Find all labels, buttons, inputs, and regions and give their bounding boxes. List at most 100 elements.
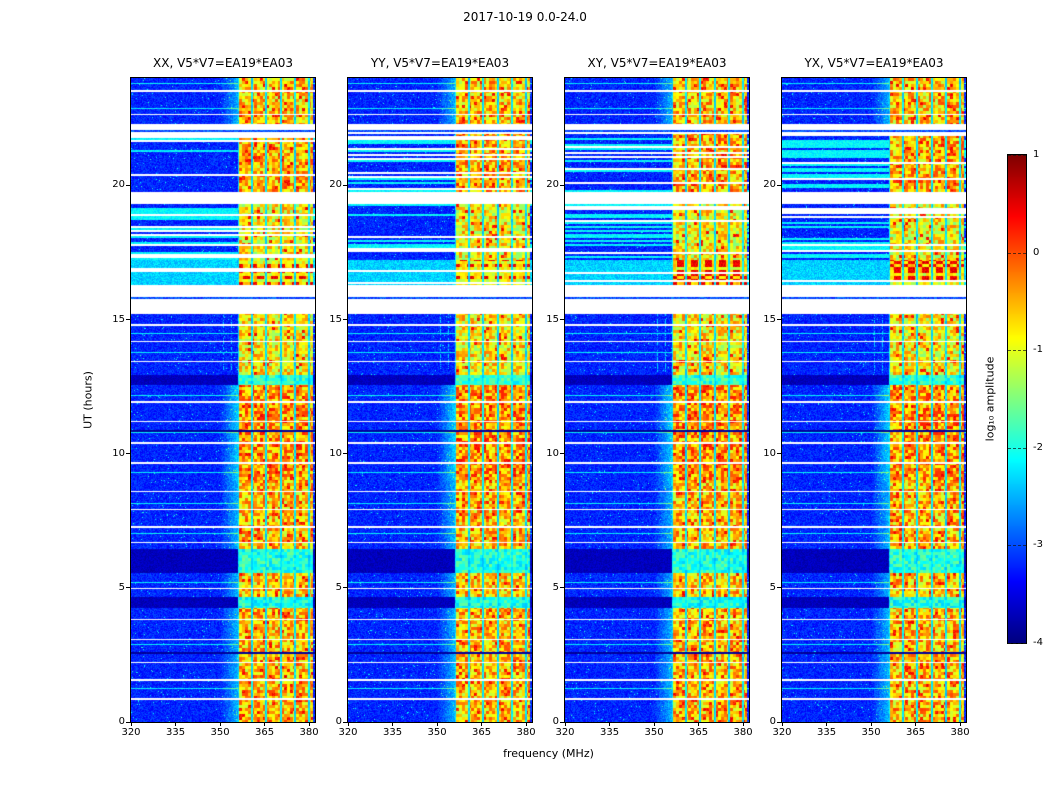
- spectrogram-panel-xx: [130, 77, 316, 723]
- y-tick-label: 5: [552, 581, 559, 593]
- x-tick-label: 380: [950, 727, 970, 738]
- x-tick-label: 320: [121, 727, 141, 738]
- spectrogram-canvas-xx: [131, 78, 315, 722]
- colorbar-tick-mark: [1008, 252, 1026, 254]
- spectrogram-canvas-yy: [348, 78, 532, 722]
- y-tick-label: 0: [118, 716, 125, 727]
- x-tick-mark: [915, 722, 917, 726]
- x-tick-mark: [959, 722, 961, 726]
- y-tick-label: 15: [546, 313, 559, 325]
- x-tick-label: 335: [816, 727, 837, 738]
- y-tick-mark: [126, 721, 130, 723]
- spectrogram-canvas-xy: [565, 78, 749, 722]
- colorbar-tick-label: -3: [1033, 539, 1043, 551]
- y-tick-mark: [343, 453, 347, 455]
- x-tick-label: 320: [555, 727, 575, 738]
- colorbar-tick-mark: [1008, 155, 1026, 156]
- y-tick-mark: [126, 319, 130, 320]
- x-tick-label: 380: [733, 727, 753, 738]
- y-tick-label: 10: [329, 447, 342, 459]
- y-tick-mark: [343, 184, 347, 186]
- y-tick-mark: [560, 184, 564, 186]
- y-tick-label: 5: [769, 581, 776, 593]
- spectrogram-canvas-yx: [782, 78, 966, 722]
- x-tick-label: 380: [516, 727, 536, 738]
- colorbar-tick-mark: [1008, 545, 1026, 547]
- x-tick-mark: [826, 722, 828, 726]
- y-tick-label: 10: [546, 447, 559, 459]
- x-tick-mark: [175, 722, 177, 726]
- colorbar-tick-label: -1: [1033, 344, 1043, 356]
- panel-title-xx: XX, V5*V7=EA19*EA03: [153, 56, 293, 70]
- y-tick-label: 20: [329, 179, 342, 191]
- x-axis-label: frequency (MHz): [503, 747, 594, 760]
- y-tick-mark: [343, 319, 347, 320]
- y-tick-mark: [777, 319, 781, 320]
- colorbar-tick-label: -4: [1033, 637, 1043, 648]
- y-tick-label: 5: [335, 581, 342, 593]
- y-tick-mark: [777, 721, 781, 723]
- colorbar-tick-label: -2: [1033, 441, 1043, 453]
- x-tick-label: 350: [427, 727, 447, 738]
- y-tick-label: 10: [763, 447, 776, 459]
- colorbar: [1007, 154, 1027, 644]
- panel-title-yy: YY, V5*V7=EA19*EA03: [370, 56, 510, 70]
- y-tick-label: 15: [112, 313, 125, 325]
- y-tick-mark: [126, 184, 130, 186]
- y-tick-label: 5: [118, 581, 125, 593]
- x-tick-label: 350: [861, 727, 881, 738]
- x-tick-mark: [609, 722, 611, 726]
- x-tick-label: 335: [382, 727, 403, 738]
- x-tick-label: 365: [689, 727, 709, 738]
- spectrogram-panel-yy: [347, 77, 533, 723]
- y-tick-mark: [777, 184, 781, 186]
- spectrogram-panel-xy: [564, 77, 750, 723]
- x-tick-label: 350: [644, 727, 664, 738]
- y-tick-mark: [343, 587, 347, 589]
- x-tick-mark: [564, 722, 566, 726]
- x-tick-mark: [392, 722, 394, 726]
- y-tick-mark: [126, 453, 130, 455]
- colorbar-label-text: log₁₀ amplitude: [983, 356, 997, 442]
- x-tick-label: 335: [599, 727, 620, 738]
- colorbar-tick-label: 1: [1033, 149, 1040, 160]
- x-tick-mark: [525, 722, 527, 726]
- x-tick-mark: [781, 722, 783, 726]
- y-tick-label: 10: [112, 447, 125, 459]
- x-tick-label: 320: [338, 727, 358, 738]
- x-tick-mark: [264, 722, 266, 726]
- x-tick-label: 365: [906, 727, 926, 738]
- y-tick-mark: [777, 453, 781, 455]
- x-tick-label: 365: [472, 727, 492, 738]
- y-tick-label: 0: [552, 716, 559, 727]
- x-tick-mark: [742, 722, 744, 726]
- y-tick-label: 15: [329, 313, 342, 325]
- x-tick-mark: [308, 722, 310, 726]
- x-tick-mark: [698, 722, 700, 726]
- colorbar-tick-label: 0: [1033, 246, 1040, 258]
- panel-title-yx: YX, V5*V7=EA19*EA03: [804, 56, 944, 70]
- x-tick-mark: [436, 722, 438, 726]
- y-tick-mark: [560, 319, 564, 320]
- x-tick-label: 365: [255, 727, 275, 738]
- x-tick-mark: [653, 722, 655, 726]
- colorbar-tick-mark: [1008, 350, 1026, 352]
- x-tick-mark: [870, 722, 872, 726]
- y-tick-label: 0: [335, 716, 342, 727]
- colorbar-tick-mark: [1008, 447, 1026, 449]
- y-tick-mark: [560, 587, 564, 589]
- colorbar-gradient: [1008, 155, 1026, 643]
- x-tick-label: 350: [210, 727, 230, 738]
- y-tick-mark: [777, 587, 781, 589]
- x-tick-mark: [481, 722, 483, 726]
- x-tick-mark: [219, 722, 221, 726]
- y-axis-label-text: UT (hours): [81, 371, 95, 429]
- y-tick-label: 20: [112, 179, 125, 191]
- x-tick-label: 335: [165, 727, 186, 738]
- y-tick-label: 20: [763, 179, 776, 191]
- y-tick-label: 15: [763, 313, 776, 325]
- y-tick-label: 20: [546, 179, 559, 191]
- x-tick-label: 320: [772, 727, 792, 738]
- y-tick-mark: [560, 721, 564, 723]
